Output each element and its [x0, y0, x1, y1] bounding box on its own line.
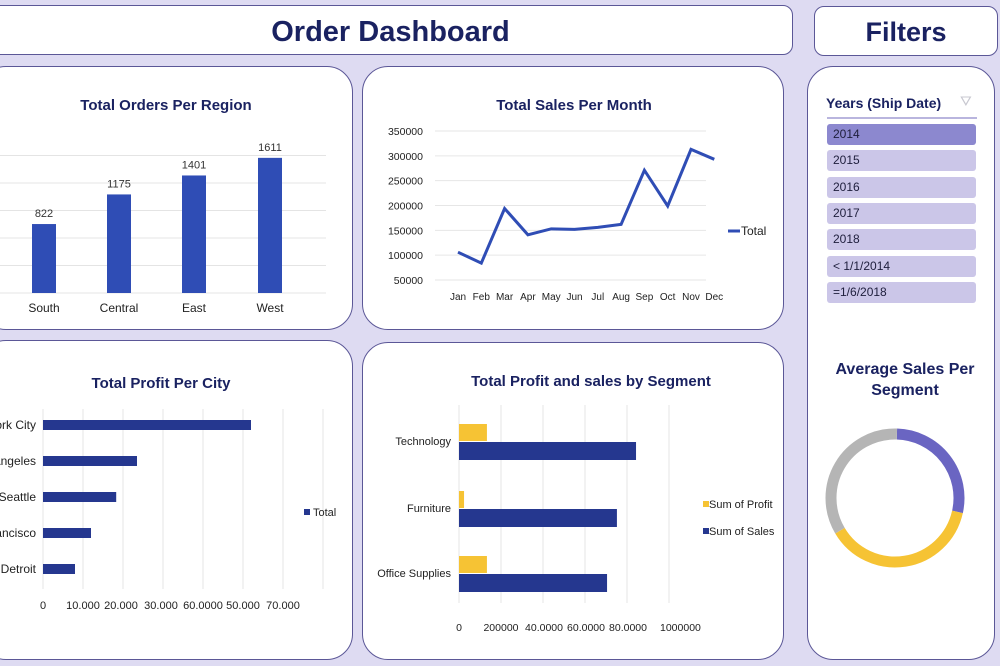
x-tick-label: 50.000 [226, 600, 260, 612]
donut-segment [896, 428, 965, 514]
bar [107, 194, 131, 293]
x-tick-label: 200000 [483, 622, 518, 634]
category-label: Seattle [0, 490, 36, 504]
year-filter-6[interactable]: =1/6/2018 [827, 281, 976, 303]
year-filter-2[interactable]: 2016 [827, 176, 976, 198]
x-tick-label: 20.000 [104, 600, 138, 612]
bar [43, 456, 137, 466]
data-label: 1611 [258, 142, 282, 154]
sales-month-panel: Total Sales Per Month 350000 300000 250000 2… [362, 66, 784, 330]
slicer-label: Years (Ship Date) [826, 95, 942, 111]
bar-sales [459, 574, 608, 592]
x-tick-label: 10.000 [66, 600, 100, 612]
slicer-divider [827, 117, 977, 119]
x-tick-label: 70.000 [266, 600, 300, 612]
y-tick-label: 200000 [388, 201, 423, 213]
x-tick-label: Nov [682, 292, 700, 303]
category-label: Office Supplies [377, 568, 451, 580]
x-tick-label: May [542, 292, 561, 303]
legend-label: Sum of Profit [709, 499, 773, 511]
legend-swatch [304, 509, 310, 515]
segment-panel: Total Profit and sales by Segment Technol… [362, 342, 784, 660]
bar [43, 564, 75, 574]
bar-profit [459, 424, 487, 441]
year-filter-0[interactable]: 2014 [827, 124, 976, 145]
x-tick-label: 40.0000 [525, 622, 563, 634]
bar-profit [459, 556, 487, 573]
x-tick-label: 60.0000 [183, 600, 223, 612]
legend-label: Sum of Sales [709, 526, 775, 538]
category-label: South [28, 301, 59, 315]
orders-region-panel: Total Orders Per Region 822 South 1175 Centr… [0, 66, 353, 330]
y-tick-label: 250000 [388, 176, 423, 188]
year-filter-1[interactable]: 2015 [827, 150, 976, 172]
bar [43, 492, 117, 502]
bar-sales [459, 442, 637, 460]
y-tick-label: 300000 [388, 151, 423, 163]
category-label: Central [100, 301, 139, 315]
filters-title: Filters [865, 17, 947, 47]
category-label: East [182, 301, 207, 315]
year-filter-3[interactable]: 2017 [827, 202, 976, 224]
category-label: New York City [0, 418, 36, 432]
x-tick-label: Dec [705, 292, 723, 303]
x-tick-label: Sep [636, 292, 654, 303]
x-tick-label: Jun [566, 292, 582, 303]
donut-segment [825, 428, 898, 534]
year-filter-5[interactable]: < 1/1/2014 [827, 255, 976, 277]
chart-title: Total Orders Per Region [80, 97, 251, 114]
category-label: Technology [395, 436, 451, 448]
bar-profit [459, 491, 465, 508]
y-tick-label: 350000 [388, 126, 423, 138]
bar [258, 157, 282, 293]
bar [43, 420, 251, 430]
legend-label: Total [313, 507, 336, 519]
avg-sales-title: Average Sales Per Segment [835, 361, 975, 399]
page-title: Order Dashboard [271, 16, 510, 48]
bar [32, 224, 56, 293]
category-label: West [256, 301, 284, 315]
year-filter-4[interactable]: 2018 [827, 229, 976, 251]
chart-title: Total Sales Per Month [496, 97, 652, 114]
y-tick-label: 100000 [388, 250, 423, 262]
filters-header: Filters [814, 6, 998, 56]
x-tick-label: 80.0000 [609, 622, 647, 634]
bar [43, 528, 91, 538]
bar [182, 175, 206, 293]
data-label: 1401 [182, 159, 206, 171]
x-tick-label: 0 [40, 600, 46, 612]
x-tick-label: Feb [473, 292, 491, 303]
chart-title: Total Profit and sales by Segment [471, 373, 711, 390]
bar-sales [459, 509, 617, 527]
filters-panel: Years (Ship Date) ⛛ 2014 2015 2016 2017 2018… [807, 66, 995, 660]
y-tick-label: 50000 [394, 275, 423, 287]
x-tick-label: 60.0000 [567, 622, 605, 634]
legend-label: Total [741, 224, 766, 238]
series-line-total [457, 147, 715, 266]
chart-title: Total Profit Per City [92, 375, 232, 392]
donut-segment [835, 510, 963, 568]
x-tick-label: Apr [520, 292, 536, 303]
y-tick-label: 150000 [388, 225, 423, 237]
category-label: Detroit [1, 562, 37, 576]
data-label: 1175 [107, 178, 131, 190]
category-label: Furniture [407, 503, 451, 515]
clear-filter-icon[interactable]: ⛛ [960, 93, 972, 109]
profit-city-panel: Total Profit Per City New York City Los An… [0, 340, 353, 660]
x-tick-label: Jul [591, 292, 604, 303]
x-tick-label: 1000000 [660, 622, 701, 634]
x-tick-label: 30.000 [144, 600, 178, 612]
x-tick-label: Mar [496, 292, 514, 303]
legend-swatch [703, 501, 709, 507]
x-tick-label: Aug [612, 292, 630, 303]
legend-swatch [703, 528, 709, 534]
x-tick-label: Jan [450, 292, 466, 303]
header-bar: Order Dashboard [0, 5, 793, 55]
category-label: San Francisco [0, 526, 36, 540]
x-tick-label: 0 [456, 622, 462, 634]
data-label: 822 [35, 208, 53, 220]
x-tick-label: Oct [660, 292, 676, 303]
category-label: Los Angeles [0, 454, 36, 468]
